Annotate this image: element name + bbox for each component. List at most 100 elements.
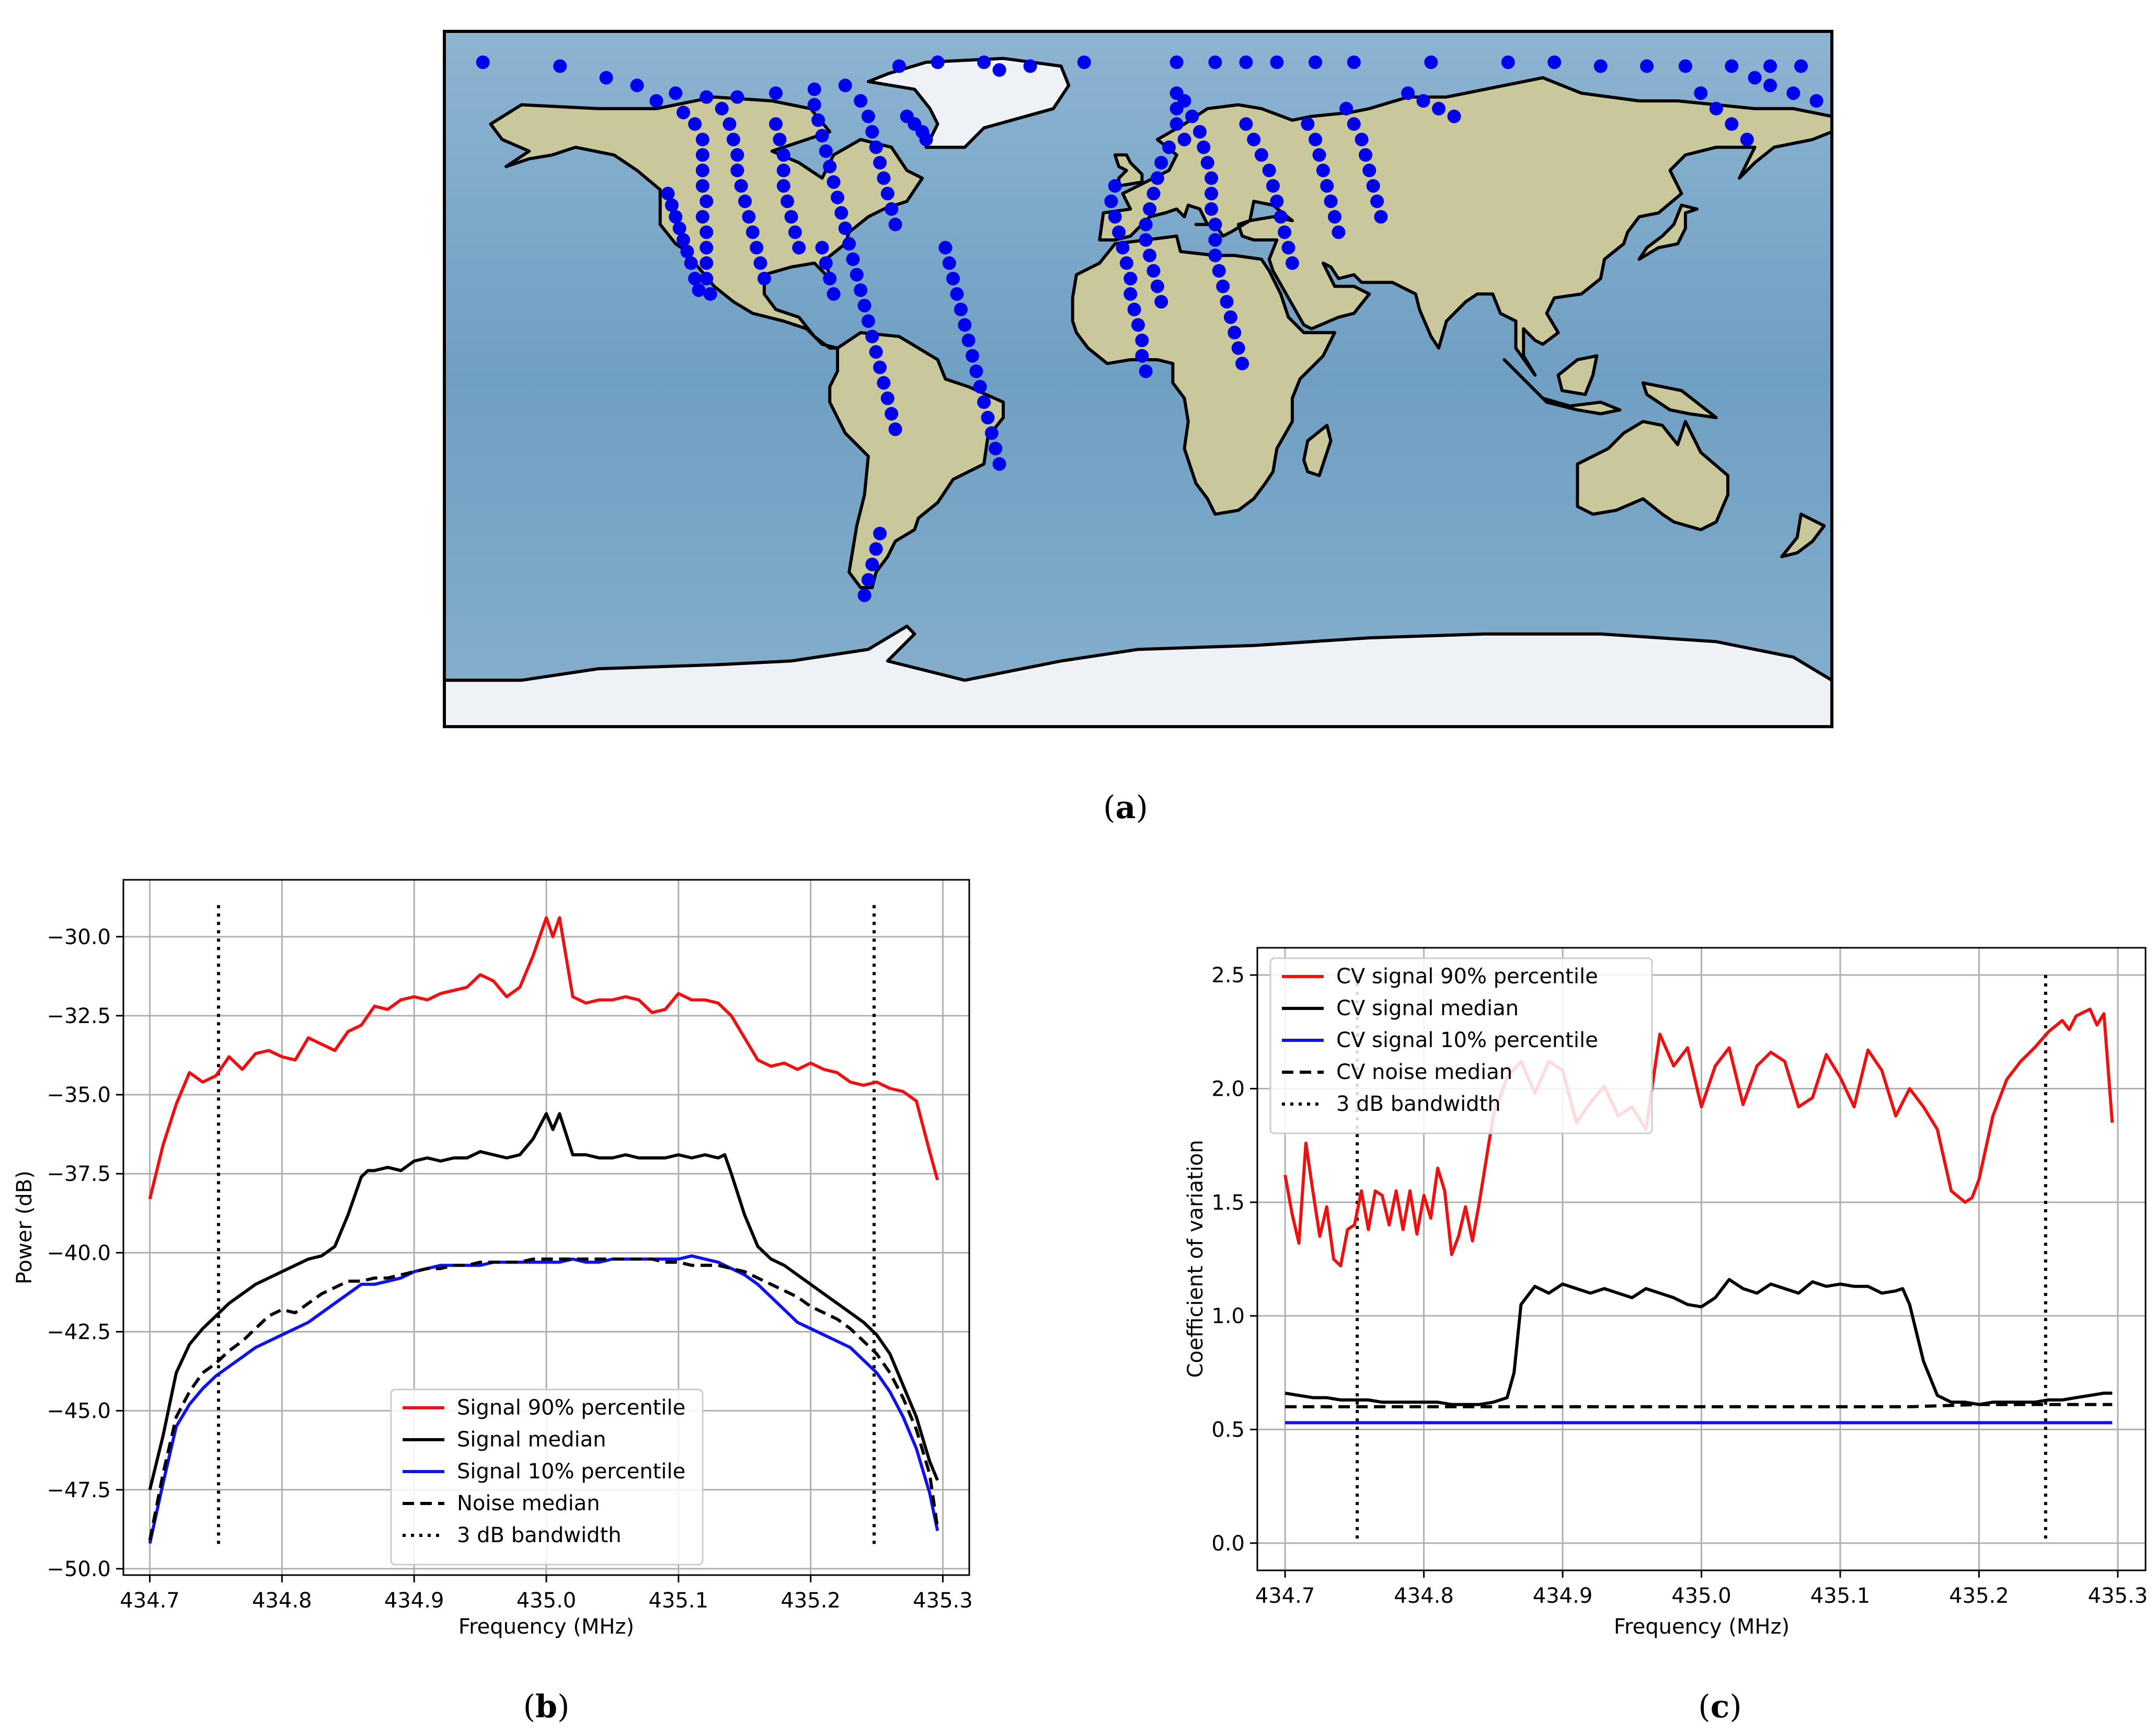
satellite-point [1347, 55, 1361, 70]
cv-chart: 434.7 434.8 434.9 435.0 435.1 435.2 435.3 0.0 0.… [1184, 947, 2148, 1639]
satellite-point [1262, 164, 1276, 177]
satellite-point [676, 233, 691, 247]
power-ylabel: Power (dB) [13, 1170, 37, 1284]
map-points [476, 55, 1824, 602]
satellite-point [1328, 210, 1341, 224]
satellite-point [1193, 125, 1207, 139]
satellite-point [1374, 210, 1388, 224]
satellite-point [877, 171, 891, 185]
satellite-point [1216, 279, 1230, 293]
satellite-point [1312, 148, 1326, 162]
satellite-point [1127, 303, 1141, 316]
satellite-point [815, 129, 829, 143]
satellite-point [1355, 132, 1369, 146]
satellite-point [1593, 59, 1608, 73]
satellite-point [1139, 364, 1153, 378]
satellite-point [861, 109, 875, 123]
x-tick-label: 434.8 [252, 1589, 312, 1613]
satellite-point [1135, 334, 1149, 348]
satellite-point [1143, 202, 1157, 216]
legend-label: Noise median [457, 1491, 600, 1515]
satellite-point [1131, 318, 1145, 332]
satellite-point [857, 588, 871, 602]
satellite-point [989, 442, 1003, 455]
satellite-point [1274, 210, 1288, 224]
satellite-point [669, 210, 683, 224]
satellite-point [1547, 55, 1562, 70]
satellite-point [977, 55, 991, 70]
satellite-point [757, 271, 771, 285]
satellite-point [695, 164, 709, 177]
y-tick-label: −40.0 [47, 1241, 111, 1265]
satellite-point [954, 303, 968, 316]
satellite-point [1197, 140, 1211, 154]
satellite-point [880, 391, 894, 405]
landmass-new-zealand [1780, 512, 1826, 558]
satellite-point [669, 86, 683, 100]
satellite-point [888, 217, 902, 232]
satellite-point [1023, 59, 1037, 73]
legend-label: CV signal 10% percentile [1336, 1028, 1598, 1052]
power-ticks: 434.7 434.8 434.9 435.0 435.1 435.2 435.3 −30.0… [47, 925, 972, 1613]
satellite-point [738, 194, 752, 209]
power-bandwidth-lines [217, 905, 876, 1547]
satellite-point [846, 252, 860, 266]
satellite-point [880, 187, 894, 201]
satellite-point [792, 240, 806, 255]
map-frame [443, 30, 1833, 728]
series-noise-median [148, 1257, 939, 1541]
satellite-point [877, 376, 891, 390]
satellite-point [1370, 194, 1384, 209]
satellite-point [854, 283, 868, 297]
satellite-point [695, 210, 709, 224]
satellite-point [1359, 148, 1372, 162]
satellite-point [1205, 171, 1219, 185]
satellite-point [1347, 117, 1361, 131]
satellite-point [1200, 156, 1214, 170]
satellite-point [815, 240, 829, 255]
satellite-point [1208, 233, 1222, 247]
satellite-point [1278, 225, 1292, 239]
satellite-point [1763, 59, 1777, 73]
satellite-point [703, 287, 717, 301]
satellite-point [1266, 179, 1280, 193]
satellite-point [734, 179, 748, 193]
satellite-point [811, 113, 825, 127]
x-tick-label: 435.0 [517, 1589, 577, 1613]
satellite-point [699, 271, 714, 285]
y-tick-label: 1.0 [1211, 1304, 1245, 1328]
satellite-point [1809, 94, 1824, 108]
satellite-point [1150, 171, 1164, 185]
satellite-point [869, 542, 883, 556]
legend-label: Signal median [457, 1428, 606, 1452]
satellite-point [1366, 179, 1380, 193]
satellite-point [599, 71, 613, 85]
legend-label: Signal 90% percentile [457, 1396, 685, 1420]
satellite-point [1169, 86, 1184, 100]
satellite-point [476, 55, 490, 70]
satellite-point [854, 94, 868, 108]
satellite-point [1220, 295, 1234, 309]
y-tick-label: 0.0 [1211, 1532, 1245, 1556]
satellite-point [1154, 156, 1168, 170]
series-signal-10-percentile [148, 1254, 939, 1544]
satellite-point [1285, 256, 1299, 270]
satellite-point [1162, 140, 1176, 154]
satellite-point [977, 395, 991, 409]
satellite-point [966, 349, 979, 363]
satellite-point [823, 271, 837, 285]
satellite-point [1309, 55, 1323, 70]
satellite-point [946, 271, 960, 285]
satellite-point [665, 198, 679, 212]
satellite-point [942, 256, 956, 270]
satellite-point [865, 329, 879, 343]
satellite-point [753, 256, 767, 270]
x-tick-label: 434.9 [1533, 1584, 1593, 1608]
satellite-point [1281, 240, 1295, 255]
satellite-point [888, 422, 902, 437]
satellite-point [1235, 357, 1249, 371]
satellite-point [981, 410, 995, 424]
y-tick-label: −37.5 [47, 1162, 111, 1186]
series-signal-median [148, 1112, 939, 1490]
landmass-south-america [828, 331, 1005, 589]
